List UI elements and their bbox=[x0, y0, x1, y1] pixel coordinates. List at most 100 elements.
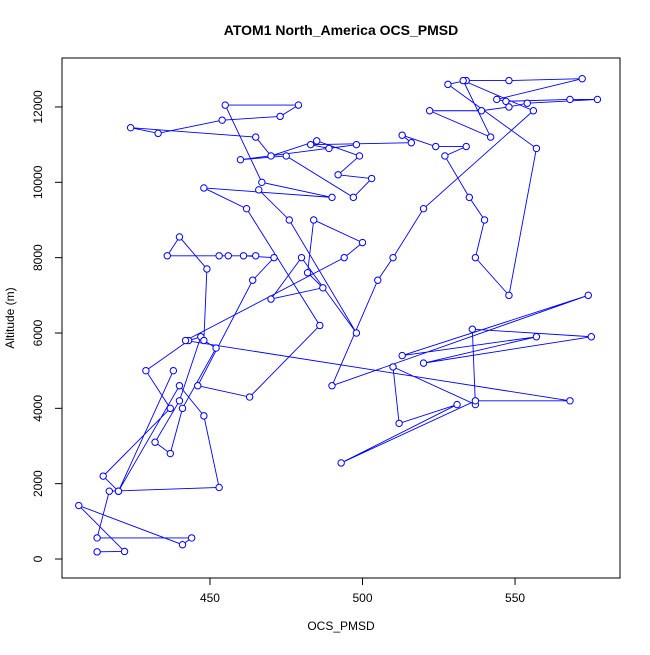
data-point bbox=[453, 400, 461, 409]
data-point bbox=[468, 325, 477, 333]
data-point bbox=[584, 291, 592, 300]
data-point bbox=[142, 366, 150, 375]
data-point bbox=[471, 253, 480, 262]
data-point bbox=[523, 99, 531, 107]
data-point bbox=[316, 321, 324, 330]
data-point bbox=[181, 336, 190, 345]
data-point bbox=[471, 397, 480, 405]
data-point bbox=[175, 233, 184, 241]
data-point bbox=[325, 144, 333, 153]
data-point bbox=[328, 193, 336, 202]
data-point bbox=[407, 139, 416, 147]
data-point bbox=[175, 382, 184, 390]
data-point bbox=[75, 501, 83, 510]
data-point bbox=[367, 174, 376, 183]
data-point bbox=[505, 291, 513, 300]
data-point bbox=[224, 252, 232, 260]
data-point bbox=[477, 107, 486, 115]
data-point bbox=[532, 144, 541, 153]
x-tick-label: 450 bbox=[200, 591, 220, 605]
data-point bbox=[465, 193, 473, 202]
data-point bbox=[99, 472, 107, 480]
data-point bbox=[419, 359, 428, 367]
data-point bbox=[529, 107, 538, 115]
data-point bbox=[319, 284, 327, 292]
data-point bbox=[215, 483, 223, 492]
data-point bbox=[566, 95, 574, 104]
data-point bbox=[432, 142, 440, 151]
data-point bbox=[245, 393, 254, 401]
data-point bbox=[218, 116, 226, 124]
data-point bbox=[352, 140, 361, 149]
data-point bbox=[200, 412, 208, 420]
data-point bbox=[398, 131, 406, 139]
x-axis-label: OCS_PMSD bbox=[307, 619, 375, 633]
data-point bbox=[105, 487, 113, 495]
data-point bbox=[151, 438, 159, 446]
data-point bbox=[334, 171, 342, 179]
data-point bbox=[236, 156, 245, 164]
data-point bbox=[120, 547, 129, 556]
data-point bbox=[587, 333, 596, 341]
data-point bbox=[187, 534, 196, 542]
data-point bbox=[267, 295, 275, 303]
data-point bbox=[178, 404, 187, 413]
data-point bbox=[441, 152, 449, 160]
data-point bbox=[306, 140, 315, 149]
data-point bbox=[239, 252, 248, 260]
data-point bbox=[505, 103, 513, 111]
data-point bbox=[175, 397, 184, 405]
data-point bbox=[352, 329, 361, 337]
data-point bbox=[258, 178, 266, 187]
data-point bbox=[309, 216, 318, 224]
data-point bbox=[270, 253, 278, 262]
data-point bbox=[126, 123, 135, 132]
data-point bbox=[355, 152, 364, 160]
data-point bbox=[593, 95, 602, 104]
series-line bbox=[78, 78, 598, 553]
data-point bbox=[178, 540, 187, 549]
data-point bbox=[398, 351, 406, 360]
data-point bbox=[215, 252, 223, 260]
y-tick-label: 8000 bbox=[31, 244, 45, 271]
data-point bbox=[505, 76, 513, 85]
data-point bbox=[154, 129, 162, 138]
data-point bbox=[242, 204, 251, 213]
x-tick-label: 550 bbox=[505, 591, 525, 605]
data-point bbox=[93, 534, 101, 542]
data-point bbox=[267, 152, 275, 160]
y-tick-label: 2000 bbox=[31, 470, 45, 497]
data-point bbox=[486, 133, 495, 141]
data-point bbox=[200, 184, 208, 192]
data-point bbox=[566, 397, 574, 405]
data-point bbox=[532, 333, 541, 341]
data-point bbox=[358, 238, 367, 247]
data-point bbox=[169, 366, 178, 375]
data-point bbox=[166, 404, 175, 413]
y-tick-label: 6000 bbox=[31, 319, 45, 346]
y-tick-label: 12000 bbox=[31, 90, 45, 124]
data-point bbox=[252, 133, 260, 141]
data-point bbox=[285, 216, 293, 224]
data-point bbox=[480, 216, 489, 224]
data-point bbox=[425, 107, 434, 115]
data-point bbox=[349, 193, 358, 202]
data-point bbox=[374, 276, 382, 284]
data-point bbox=[203, 265, 211, 273]
chart-title: ATOM1 North_America OCS_PMSD bbox=[224, 22, 458, 38]
data-point bbox=[212, 344, 220, 352]
x-tick-label: 500 bbox=[352, 591, 372, 605]
data-point bbox=[337, 459, 345, 467]
data-point bbox=[248, 276, 257, 284]
data-point bbox=[313, 137, 321, 145]
data-point bbox=[419, 204, 428, 213]
data-point bbox=[166, 449, 175, 458]
data-point bbox=[493, 95, 501, 104]
data-point bbox=[578, 75, 586, 83]
data-point bbox=[294, 101, 303, 109]
data-point bbox=[282, 152, 290, 160]
data-point bbox=[200, 336, 208, 345]
plot-box bbox=[61, 57, 621, 579]
data-point bbox=[502, 97, 510, 106]
